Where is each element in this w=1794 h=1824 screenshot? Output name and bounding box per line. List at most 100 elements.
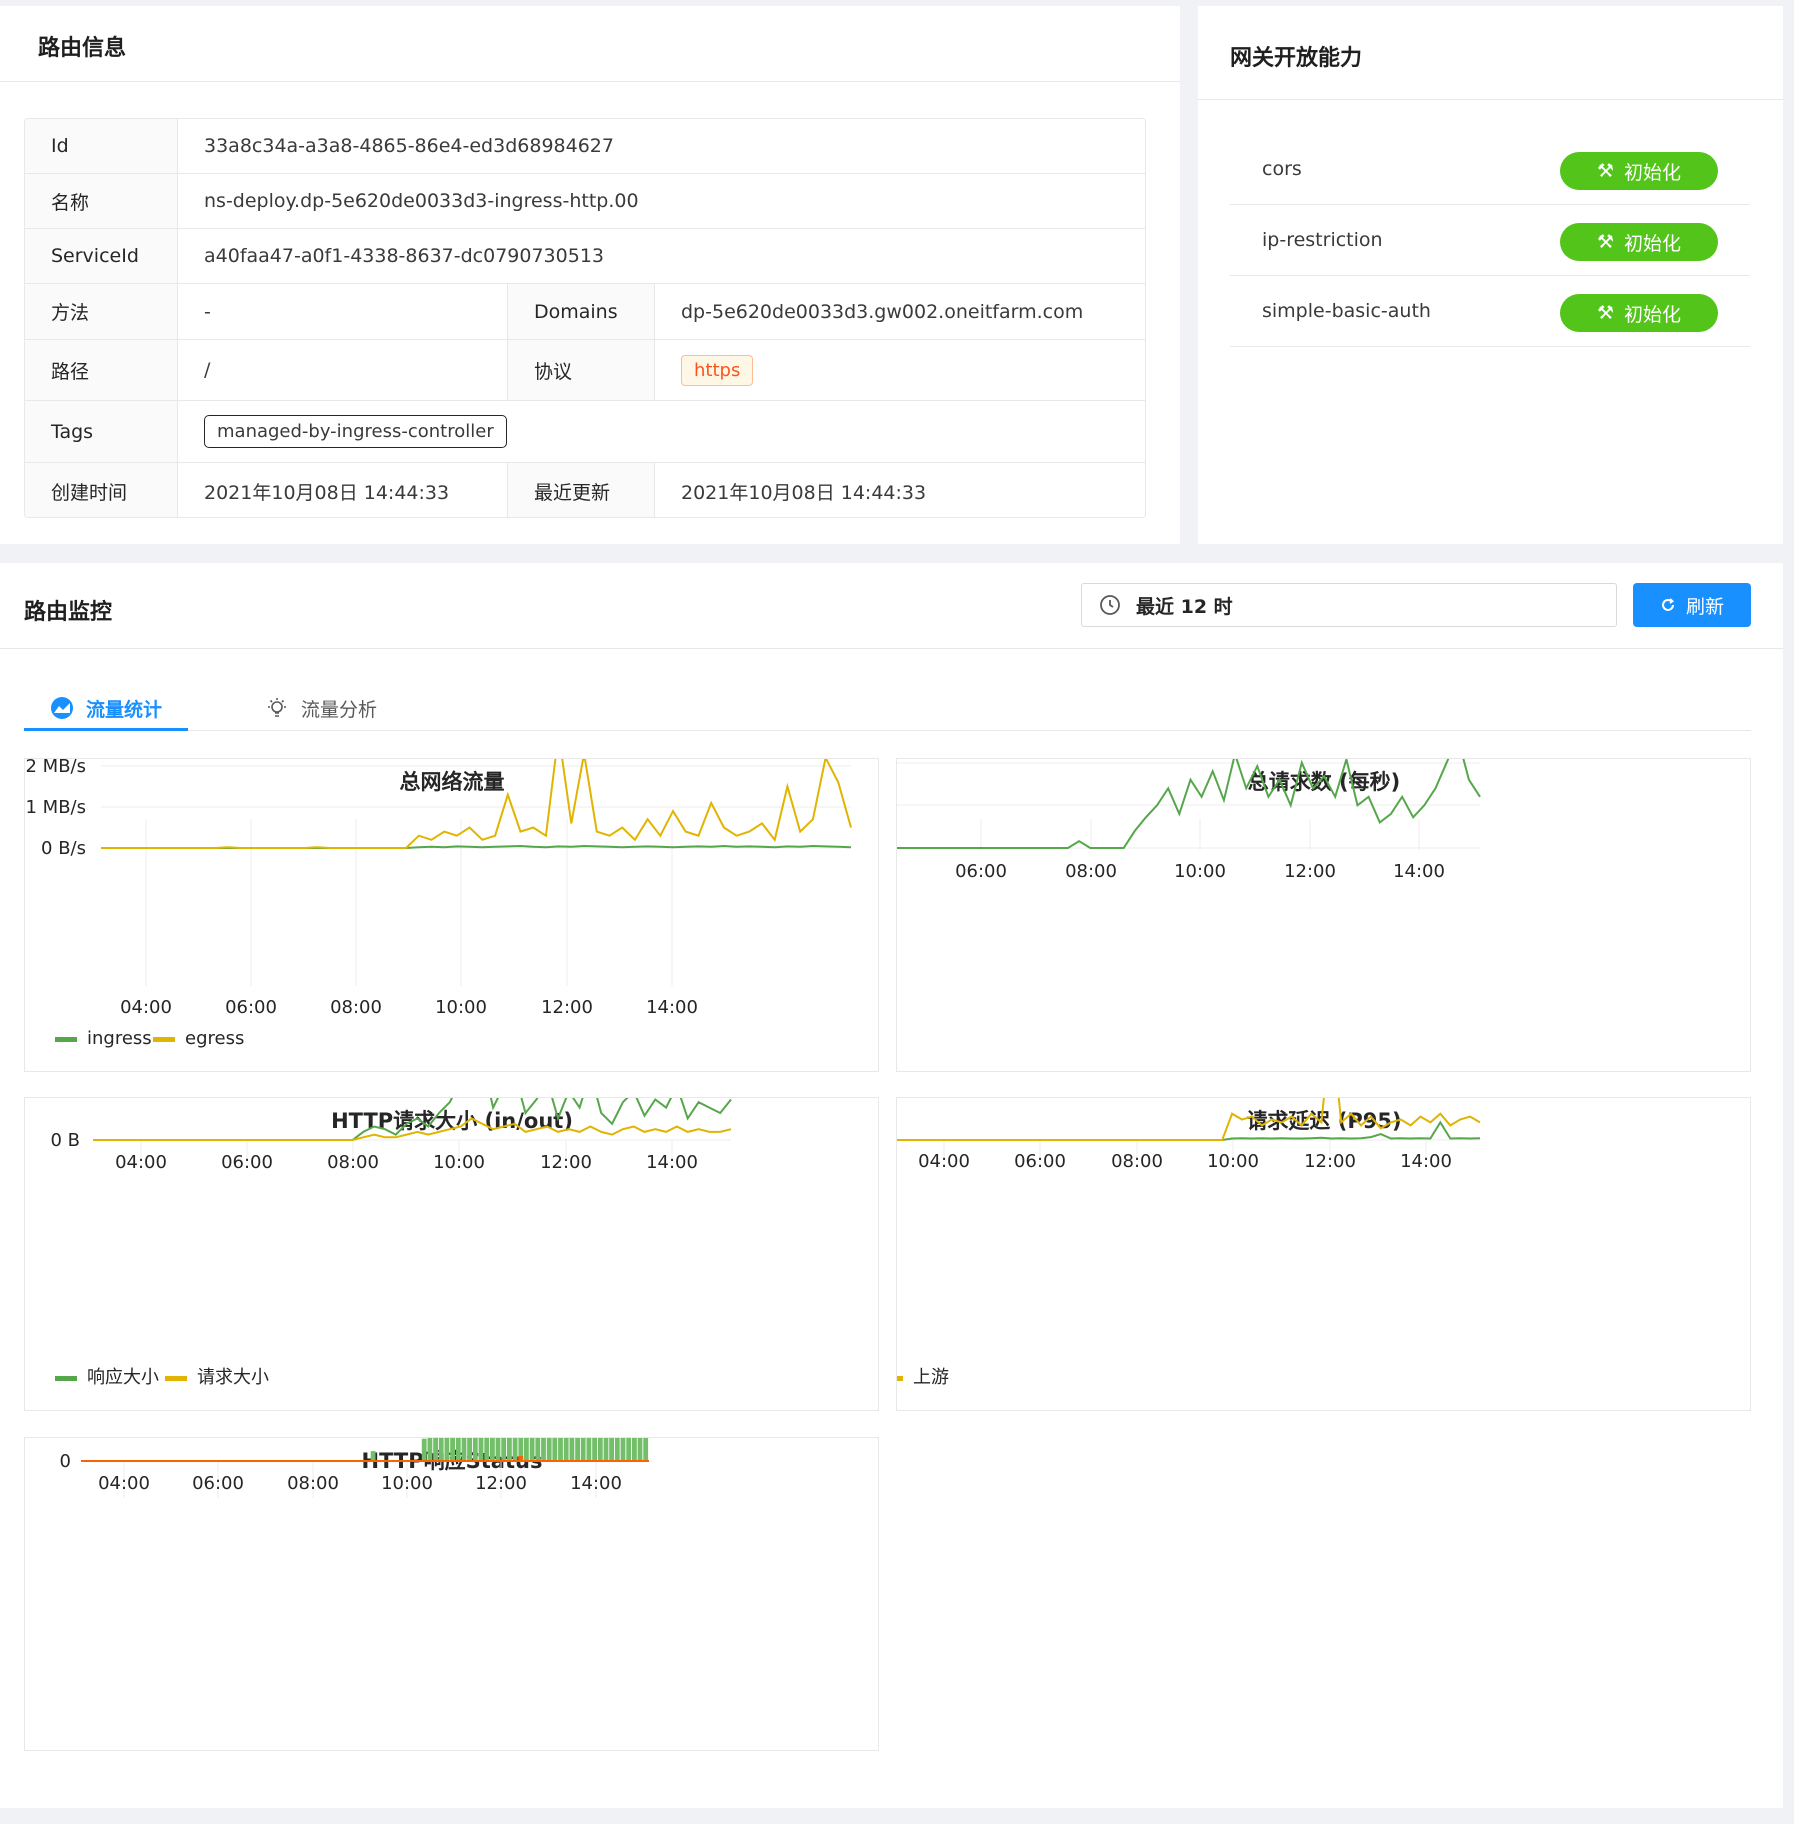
x-tick-label: 06:00 [955, 861, 1007, 882]
x-tick-label: 14:00 [646, 997, 698, 1018]
bar-200 [427, 1438, 433, 1461]
bar-200 [518, 1438, 524, 1461]
time-range-value: 最近 12 时 [1136, 595, 1233, 618]
method-value: - [178, 284, 508, 339]
bar-200 [507, 1438, 512, 1461]
y-tick-label: 0 B [50, 1130, 80, 1151]
row-path-protocol: 路径 / 协议 https [25, 340, 1145, 401]
bar-200 [450, 1438, 455, 1461]
init-ip-restriction-button[interactable]: ⚒ 初始化 [1560, 223, 1718, 261]
bar-200 [597, 1438, 603, 1461]
x-tick-label: 10:00 [435, 997, 487, 1018]
created-value: 2021年10月08日 14:44:33 [178, 463, 508, 517]
bulb-icon [268, 698, 286, 717]
x-tick-label: 10:00 [433, 1152, 485, 1173]
x-tick-label: 10:00 [381, 1473, 433, 1494]
x-tick-label: 06:00 [1014, 1151, 1066, 1172]
legend-label: 请求大小 [197, 1367, 269, 1388]
legend-swatch [897, 1376, 903, 1381]
chart-panel-requests: 总请求数 (每秒)025050075004:0006:0008:0010:001… [896, 758, 1751, 1072]
bar-200 [524, 1438, 529, 1461]
bar-200 [535, 1438, 541, 1461]
latency-chart: 请求延迟 (P95)0 milliseconds2 seconds4 secon… [897, 1098, 1481, 1388]
init-simple-basic-auth-button[interactable]: ⚒ 初始化 [1560, 294, 1718, 332]
status-chart: HTTP响应Status0500100004:0006:0008:0010:00… [60, 1438, 649, 1498]
domains-value: dp-5e620de0033d3.gw002.oneitfarm.com [681, 300, 1084, 323]
path-label: 路径 [25, 340, 178, 400]
row-name: 名称 ns-deploy.dp-5e620de0033d3-ingress-ht… [25, 174, 1145, 229]
legend-label: 响应大小 [87, 1367, 159, 1388]
bar-200 [637, 1438, 643, 1461]
gateway-card: 网关开放能力 cors ⚒ 初始化 ip-restriction ⚒ 初始化 sim… [1198, 6, 1783, 544]
legend-swatch [55, 1376, 77, 1381]
card-divider [0, 81, 1180, 82]
bar-200 [438, 1438, 444, 1461]
y-tick-label: 1 MB/s [26, 797, 87, 818]
series-line-请求大小 [93, 1117, 732, 1141]
tab-traffic-analysis[interactable]: 流量分析 [265, 686, 377, 730]
x-tick-label: 06:00 [221, 1152, 273, 1173]
id-label: Id [25, 119, 178, 173]
bar-200 [421, 1438, 427, 1461]
tag-item: managed-by-ingress-controller [204, 415, 507, 448]
bar-200 [461, 1438, 467, 1461]
x-tick-label: 14:00 [1393, 861, 1445, 882]
y-tick-label: 0 [60, 1451, 71, 1472]
updated-value: 2021年10月08日 14:44:33 [681, 481, 927, 504]
bar-200 [501, 1438, 507, 1461]
x-tick-label: 08:00 [330, 997, 382, 1018]
tools-icon: ⚒ [1596, 302, 1615, 324]
reload-icon [1662, 598, 1675, 611]
chart-panel-http-size: HTTP请求大小 (in/out)0 B20 MB40 MB04:0006:00… [24, 1097, 879, 1411]
gateway-title: 网关开放能力 [1230, 46, 1363, 71]
row-id: Id 33a8c34a-a3a8-4865-86e4-ed3d68984627 [25, 119, 1145, 174]
x-tick-label: 14:00 [646, 1152, 698, 1173]
bar-200 [632, 1438, 637, 1461]
x-tick-label: 06:00 [192, 1473, 244, 1494]
bar-200 [472, 1438, 478, 1461]
series-line-上游 [897, 1098, 1481, 1141]
bar-200 [541, 1438, 546, 1461]
card-divider [1198, 99, 1783, 100]
route-info-card: 路由信息 Id 33a8c34a-a3a8-4865-86e4-ed3d6898… [0, 6, 1180, 544]
bar-200 [609, 1438, 614, 1461]
bar-200 [433, 1438, 438, 1461]
chart-panel-status: HTTP响应Status0500100004:0006:0008:0010:00… [24, 1437, 879, 1751]
bar-499 [518, 1456, 524, 1461]
plugin-row-simple-basic-auth: simple-basic-auth ⚒ 初始化 [1230, 276, 1750, 347]
x-tick-label: 04:00 [120, 997, 172, 1018]
bar-200 [603, 1438, 609, 1461]
bar-200 [467, 1438, 472, 1461]
id-value: 33a8c34a-a3a8-4865-86e4-ed3d68984627 [204, 135, 614, 157]
series-line-Count [897, 759, 1481, 849]
plugin-row-cors: cors ⚒ 初始化 [1230, 134, 1750, 205]
bar-200 [444, 1438, 450, 1461]
row-tags: Tags managed-by-ingress-controller [25, 401, 1145, 463]
chart-panel-latency: 请求延迟 (P95)0 milliseconds2 seconds4 secon… [896, 1097, 1751, 1411]
time-range-picker[interactable]: 最近 12 时 [1081, 583, 1617, 627]
card-divider [0, 648, 1783, 649]
series-line-egress [101, 759, 852, 849]
bar-200 [580, 1438, 586, 1461]
bar-200 [490, 1438, 495, 1461]
service-value: a40faa47-a0f1-4338-8637-dc0790730513 [204, 245, 605, 267]
bar-200 [529, 1438, 535, 1461]
bar-200 [495, 1438, 501, 1461]
path-value: / [178, 340, 508, 400]
name-label: 名称 [25, 174, 178, 228]
bar-200 [569, 1438, 575, 1461]
bar-200 [592, 1438, 597, 1461]
bar-200 [484, 1438, 490, 1461]
legend-label: ingress [87, 1028, 152, 1049]
legend-swatch [165, 1376, 187, 1381]
protocol-tag: https [681, 354, 754, 386]
x-tick-label: 04:00 [897, 861, 898, 882]
y-tick-label: 2 MB/s [26, 759, 87, 777]
row-service: ServiceId a40faa47-a0f1-4338-8637-dc0790… [25, 229, 1145, 284]
http-size-chart: HTTP请求大小 (in/out)0 B20 MB40 MB04:0006:00… [50, 1098, 732, 1388]
domains-label: Domains [508, 284, 655, 339]
refresh-button[interactable]: 刷新 [1633, 583, 1751, 627]
tab-traffic-stats[interactable]: 流量统计 [50, 686, 162, 730]
init-cors-button[interactable]: ⚒ 初始化 [1560, 152, 1718, 190]
